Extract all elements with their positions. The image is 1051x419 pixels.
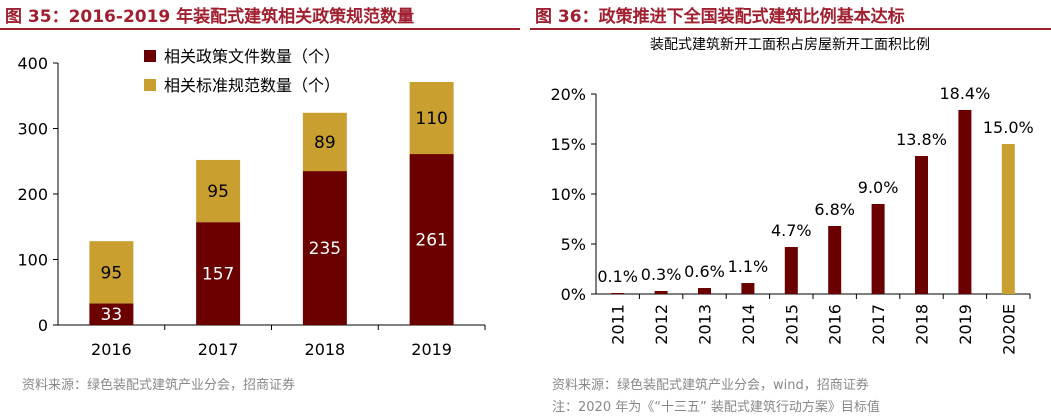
x-tick-label: 2011 bbox=[609, 304, 628, 345]
data-label-2011: 0.1% bbox=[597, 267, 638, 286]
data-label-2015: 4.7% bbox=[771, 221, 812, 240]
bar-2019-series-1 bbox=[409, 154, 454, 325]
left-title-rule bbox=[0, 28, 520, 30]
data-label-2016-series-2: 95 bbox=[101, 263, 123, 283]
y-tick-label: 20% bbox=[550, 85, 586, 104]
x-tick-label: 2019 bbox=[956, 304, 975, 345]
right-panel: 图 36：政策推进下全国装配式建筑比例基本达标 装配式建筑新开工面积占房屋新开工… bbox=[530, 0, 1051, 419]
y-tick-label: 400 bbox=[17, 54, 48, 73]
bar-2016-series-1 bbox=[89, 303, 134, 325]
data-label-2016-series-1: 33 bbox=[101, 305, 123, 325]
x-tick-label: 2017 bbox=[198, 340, 239, 359]
y-tick-label: 300 bbox=[17, 120, 48, 139]
data-label-2018-series-2: 89 bbox=[314, 133, 336, 153]
left-figure-title: 图 35：2016-2019 年装配式建筑相关政策规范数量 bbox=[5, 7, 415, 27]
bar-2012 bbox=[654, 291, 668, 294]
data-label-2019-series-2: 110 bbox=[415, 109, 447, 129]
data-label-2016: 6.8% bbox=[814, 200, 855, 219]
data-label-2019: 18.4% bbox=[939, 84, 990, 103]
x-tick-label: 2015 bbox=[782, 304, 801, 345]
left-panel: 图 35：2016-2019 年装配式建筑相关政策规范数量 0 100 200 300… bbox=[0, 0, 520, 419]
y-tick-label: 15% bbox=[550, 135, 586, 154]
percentage-bar-chart: 装配式建筑新开工面积占房屋新开工面积比例 0% 5% 10% 15% 20% 2011 201… bbox=[550, 37, 1034, 355]
bar-2016-series-2 bbox=[89, 241, 134, 304]
x-tick-label: 2016 bbox=[826, 304, 845, 345]
chart-title: 装配式建筑新开工面积占房屋新开工面积比例 bbox=[650, 37, 930, 53]
y-tick-label: 0% bbox=[561, 285, 586, 304]
bar-2019-series-2 bbox=[409, 81, 454, 155]
data-label-2017-series-1: 157 bbox=[202, 265, 234, 285]
bar-2018-series-2 bbox=[302, 112, 347, 172]
data-label-2019-series-1: 261 bbox=[415, 231, 447, 251]
x-tick-label: 2012 bbox=[652, 304, 671, 345]
bar-2017 bbox=[871, 204, 885, 294]
right-title-rule bbox=[530, 28, 1051, 30]
data-label-2014: 1.1% bbox=[728, 257, 769, 276]
y-tick-label: 10% bbox=[550, 185, 586, 204]
y-tick-label: 100 bbox=[17, 251, 48, 270]
x-tick-label: 2014 bbox=[739, 304, 758, 345]
x-tick-label: 2020E bbox=[999, 304, 1018, 355]
x-tick-label: 2018 bbox=[913, 304, 932, 345]
bar-2016 bbox=[828, 226, 842, 294]
bar-2019 bbox=[958, 110, 972, 294]
bar-2017-series-2 bbox=[196, 159, 241, 223]
data-label-2013: 0.6% bbox=[684, 262, 725, 281]
y-tick-label: 5% bbox=[561, 235, 586, 254]
data-label-2018: 13.8% bbox=[896, 130, 947, 149]
x-tick-label: 2013 bbox=[696, 304, 715, 345]
right-source: 资料来源：绿色装配式建筑产业分会，wind，招商证券 bbox=[552, 378, 869, 393]
bar-2018 bbox=[915, 156, 928, 294]
bar-2015 bbox=[784, 247, 798, 294]
data-label-2017: 9.0% bbox=[858, 178, 899, 197]
left-source: 资料来源：绿色装配式建筑产业分会，招商证券 bbox=[22, 378, 296, 393]
x-tick-label: 2018 bbox=[305, 340, 346, 359]
y-tick-label: 200 bbox=[17, 185, 48, 204]
y-tick-label: 0 bbox=[38, 316, 48, 335]
data-label-2020E: 15.0% bbox=[983, 118, 1034, 137]
legend-swatch-1 bbox=[144, 50, 156, 62]
right-note: 注：2020 年为《“十三五” 装配式建筑行动方案》目标值 bbox=[552, 400, 880, 415]
bar-2020E bbox=[1001, 144, 1015, 294]
bar-2017-series-1 bbox=[196, 222, 241, 325]
data-label-2017-series-2: 95 bbox=[207, 182, 229, 202]
x-tick-label: 2016 bbox=[91, 340, 132, 359]
bar-2013 bbox=[698, 288, 711, 294]
bar-2014 bbox=[741, 283, 755, 294]
legend-label-2: 相关标准规范数量（个） bbox=[164, 76, 340, 95]
right-figure-title: 图 36：政策推进下全国装配式建筑比例基本达标 bbox=[535, 7, 905, 27]
bar-2011 bbox=[611, 293, 625, 294]
data-label-2018-series-1: 235 bbox=[309, 239, 341, 259]
legend-label-1: 相关政策文件数量（个） bbox=[164, 47, 340, 66]
legend-swatch-2 bbox=[144, 79, 156, 91]
bar-2018-series-1 bbox=[302, 171, 347, 325]
data-label-2012: 0.3% bbox=[641, 265, 682, 284]
x-tick-label: 2019 bbox=[411, 340, 452, 359]
stacked-bar-chart: 0 100 200 300 400 2016 2017 2018 2019 33 95 157 95 2… bbox=[17, 47, 486, 359]
x-tick-label: 2017 bbox=[869, 304, 888, 345]
